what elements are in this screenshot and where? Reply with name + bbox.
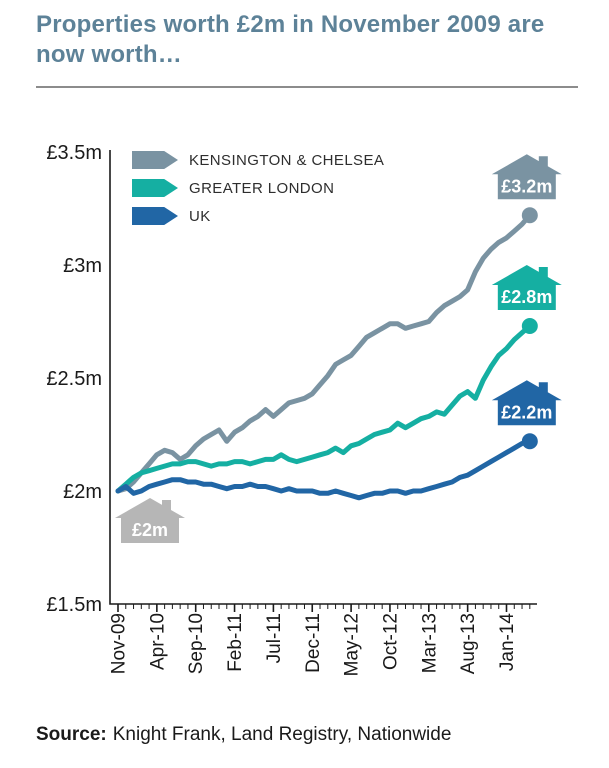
uk-arrow-icon — [132, 207, 178, 225]
house-badge-icon — [115, 498, 185, 543]
x-axis-tick-label: Sep-10 — [186, 613, 207, 674]
y-axis-tick-label: £3m — [63, 255, 102, 277]
y-axis-tick-label: £3.5m — [46, 142, 102, 164]
series-line-greater-london — [115, 323, 533, 494]
title-divider — [36, 86, 578, 88]
greater-london-arrow-icon — [132, 179, 178, 197]
y-axis-tick-label: £1.5m — [46, 594, 102, 616]
source-text: Knight Frank, Land Registry, Nationwide — [112, 724, 452, 745]
series-end-dot — [521, 433, 538, 450]
house-badge-label: £3.2m — [501, 176, 552, 196]
y-axis-tick-label: £2.5m — [46, 368, 102, 390]
x-axis-tick-label: Jul-11 — [264, 613, 285, 663]
legend-label: KENSINGTON & CHELSEA — [189, 151, 385, 169]
x-axis-tick-label: Mar-13 — [419, 613, 440, 673]
legend-item-kensington-chelsea: KENSINGTON & CHELSEA — [132, 146, 384, 174]
series-line-uk — [115, 438, 533, 501]
x-axis-tick-label: Feb-11 — [225, 613, 246, 672]
legend-item-greater-london: GREATER LONDON — [132, 174, 384, 202]
x-axis-tick-label: Apr-10 — [147, 613, 168, 670]
x-axis-tick-label: Dec-11 — [303, 613, 324, 673]
x-axis-tick-label: Nov-09 — [109, 613, 130, 674]
x-axis-tick-label: Jan-14 — [497, 613, 518, 672]
legend-label: GREATER LONDON — [189, 179, 335, 197]
house-badge-icon — [491, 154, 562, 200]
chart-legend: KENSINGTON & CHELSEA GREATER LONDON UK — [132, 146, 384, 230]
page-title: Properties worth £2m in November 2009 ar… — [36, 11, 545, 69]
y-axis-tick-label: £2m — [63, 481, 102, 503]
house-badge-label: £2m — [132, 520, 168, 540]
house-badge-icon — [491, 265, 562, 311]
series-end-dot — [521, 318, 538, 335]
house-badge-label: £2.8m — [501, 287, 552, 307]
x-axis-tick-label: Aug-13 — [458, 613, 479, 674]
kensington-chelsea-arrow-icon — [132, 151, 178, 169]
legend-item-uk: UK — [132, 202, 384, 230]
axis-lines — [109, 150, 537, 605]
x-axis-tick-label: Oct-12 — [380, 613, 401, 670]
x-axis-tick-label: May-12 — [342, 613, 363, 676]
legend-label: UK — [189, 207, 211, 225]
house-badge-icon — [491, 380, 562, 426]
house-badge-label: £2.2m — [501, 402, 552, 422]
source-label: Source: — [36, 724, 107, 745]
source-line: Source: Knight Frank, Land Registry, Nati… — [36, 724, 451, 746]
series-line-kensington-chelsea — [115, 212, 533, 494]
series-end-dot — [521, 207, 538, 224]
